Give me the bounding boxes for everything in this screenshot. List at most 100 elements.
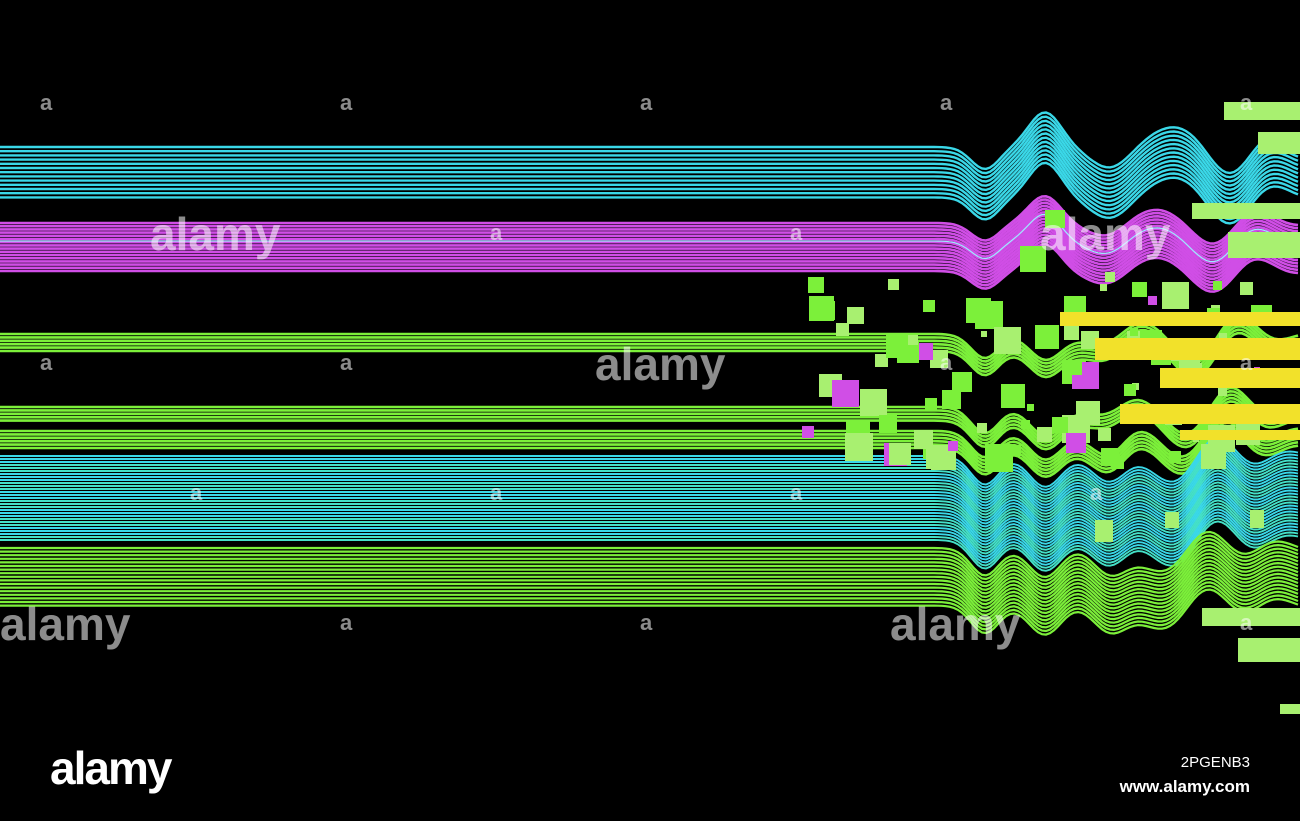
pixel-block xyxy=(1067,360,1082,375)
glitch-line xyxy=(0,548,1299,597)
glitch-line xyxy=(0,577,1299,625)
glitch-line xyxy=(0,463,1299,515)
pixel-block xyxy=(977,423,987,433)
watermark-text: alamy xyxy=(150,208,281,260)
pixel-block xyxy=(1105,272,1115,282)
glitch-line xyxy=(0,436,1299,488)
glitch-line xyxy=(0,517,1299,569)
glitch-line xyxy=(0,386,1299,437)
glitch-line xyxy=(0,570,1299,618)
glitch-line xyxy=(0,132,1299,196)
pixel-block xyxy=(1160,368,1300,388)
glitch-line xyxy=(0,581,1299,629)
pixel-block xyxy=(923,300,935,312)
glitch-line xyxy=(0,393,1299,444)
watermark-text: a xyxy=(940,350,953,375)
pixel-block xyxy=(889,443,911,465)
watermark-text: alamy xyxy=(595,338,726,390)
glitch-line xyxy=(0,439,1299,491)
glitch-line xyxy=(0,457,1299,509)
glitch-line xyxy=(0,230,1299,281)
pixel-block xyxy=(1076,401,1100,425)
watermark-text: a xyxy=(790,220,803,245)
pixel-block xyxy=(845,433,873,461)
pixel-block xyxy=(1098,428,1111,441)
pixel-block xyxy=(1095,338,1300,360)
pixel-block xyxy=(860,389,887,416)
watermark-text: a xyxy=(190,480,203,505)
pixel-block xyxy=(888,279,899,290)
pixel-block xyxy=(875,354,888,367)
pixel-block xyxy=(1250,510,1264,528)
glitch-line xyxy=(0,115,1299,179)
pixel-block xyxy=(1169,451,1181,463)
pixel-block xyxy=(808,277,824,293)
glitch-line xyxy=(0,511,1299,563)
glitch-line xyxy=(0,469,1299,521)
pixel-block xyxy=(1066,433,1086,453)
watermark-text: a xyxy=(940,90,953,115)
pixel-block xyxy=(847,307,864,324)
glitch-line xyxy=(0,389,1299,441)
watermark-text: a xyxy=(1240,610,1253,635)
pixel-block xyxy=(1052,417,1068,433)
pixel-block xyxy=(1021,420,1030,429)
pixel-block xyxy=(1020,246,1046,272)
pixel-block xyxy=(1035,325,1059,349)
glitch-line xyxy=(0,198,1299,249)
glitch-line xyxy=(0,556,1299,604)
pixel-block xyxy=(942,390,961,409)
watermark-text: a xyxy=(40,90,53,115)
pixel-block xyxy=(1202,608,1300,626)
pixel-block xyxy=(1201,444,1226,469)
watermark-text: alamy xyxy=(1040,208,1171,260)
glitch-line xyxy=(0,442,1299,494)
pixel-block xyxy=(1100,284,1107,291)
glitch-line xyxy=(0,552,1299,600)
glitch-line xyxy=(0,140,1299,204)
pixel-block xyxy=(914,430,933,449)
pixel-block xyxy=(1095,520,1113,542)
pixel-block xyxy=(985,444,1013,472)
glitch-line xyxy=(0,545,1299,593)
pixel-block xyxy=(930,350,948,368)
pixel-block xyxy=(966,298,991,323)
pixel-block xyxy=(1120,404,1300,424)
glitch-line xyxy=(0,584,1299,633)
pixel-block xyxy=(832,380,859,407)
watermark-text: a xyxy=(1240,350,1253,375)
watermark-text: a xyxy=(640,90,653,115)
pixel-block xyxy=(1060,312,1300,326)
glitch-line xyxy=(0,396,1299,448)
pixel-block xyxy=(897,341,919,363)
glitch-line xyxy=(0,505,1299,557)
pixel-block xyxy=(1228,232,1300,258)
watermark-text: a xyxy=(340,90,353,115)
glitch-line xyxy=(0,508,1299,560)
pixel-block xyxy=(925,398,937,410)
watermark-text: a xyxy=(1090,480,1103,505)
watermark-text: a xyxy=(640,610,653,635)
watermark-text: a xyxy=(490,480,503,505)
glitch-line xyxy=(0,136,1299,200)
glitch-line xyxy=(0,161,1299,225)
watermark-text: alamy xyxy=(890,598,1021,650)
pixel-block xyxy=(916,343,933,360)
pixel-block xyxy=(1010,445,1021,456)
glitch-line xyxy=(0,566,1299,615)
pixel-block xyxy=(1224,102,1300,120)
glitch-line xyxy=(0,520,1299,572)
pixel-block xyxy=(836,323,849,336)
pixel-block xyxy=(802,426,814,438)
glitch-line xyxy=(0,454,1299,506)
pixel-block xyxy=(952,372,972,392)
pixel-block xyxy=(1213,281,1222,290)
glitch-line xyxy=(0,119,1299,183)
pixel-block xyxy=(948,441,958,451)
pixel-block xyxy=(1132,282,1147,297)
watermark-text: a xyxy=(40,350,53,375)
brand-logo: alamy xyxy=(50,742,172,794)
pixel-block xyxy=(1148,296,1157,305)
glitch-line xyxy=(0,530,1299,579)
